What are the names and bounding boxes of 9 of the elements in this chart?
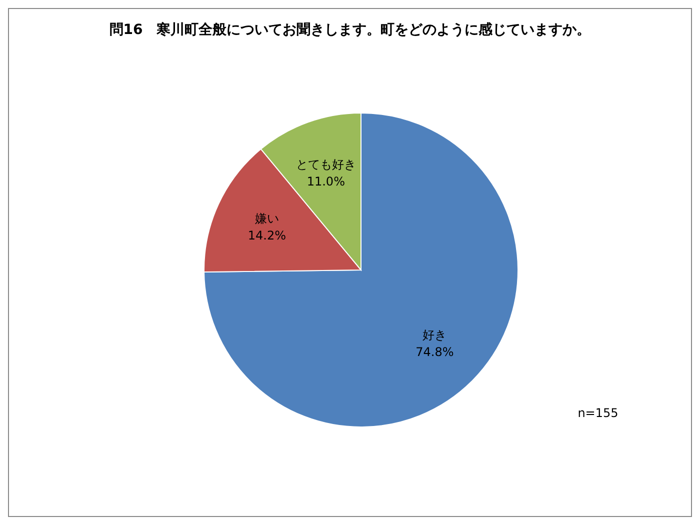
slice-label: 好き xyxy=(422,328,447,342)
data-label: 14.2% xyxy=(248,228,286,242)
chart-title: 問16 寒川町全般についてお聞きします。町をどのように感じていますか。 xyxy=(109,21,591,38)
text: n=155 xyxy=(578,406,618,420)
slice-label: 嫌い xyxy=(254,211,279,226)
data-label: 74.8% xyxy=(416,344,454,359)
pie-slice xyxy=(204,112,518,428)
slice-label: とても好き xyxy=(296,158,356,172)
data-label: 11.0% xyxy=(306,174,345,189)
